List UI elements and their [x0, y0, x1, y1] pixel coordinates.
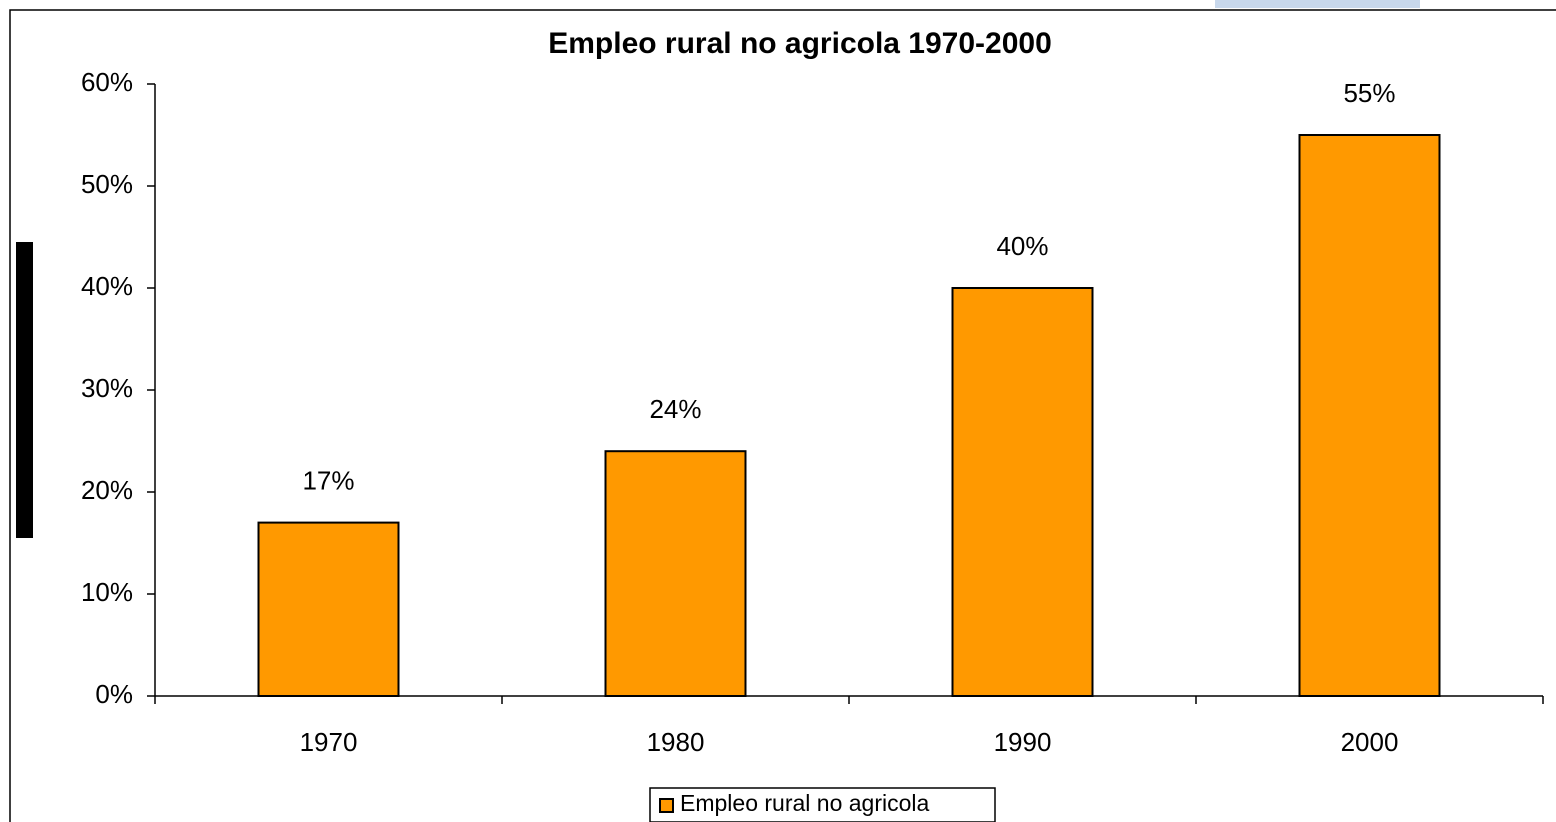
y-tick-label: 50% — [81, 169, 133, 199]
data-label: 17% — [302, 465, 354, 495]
x-tick-label: 1980 — [647, 727, 705, 757]
y-tick-label: 0% — [95, 679, 133, 709]
bar — [604, 450, 747, 698]
y-tick-label: 10% — [81, 577, 133, 607]
y-tick-label: 60% — [81, 67, 133, 97]
corner-graphic — [1215, 0, 1420, 8]
bar — [1298, 134, 1441, 697]
x-tick-label: 2000 — [1341, 727, 1399, 757]
y-tick-label: 40% — [81, 271, 133, 301]
data-label: 40% — [996, 231, 1048, 261]
legend-box — [649, 787, 996, 822]
bar — [257, 521, 400, 697]
y-tick-label: 30% — [81, 373, 133, 403]
data-label: 55% — [1343, 78, 1395, 108]
chart-frame — [9, 9, 1556, 822]
data-label: 24% — [649, 394, 701, 424]
y-tick-label: 20% — [81, 475, 133, 505]
legend-swatch — [659, 798, 674, 813]
legend-label: Empleo rural no agricola — [680, 790, 930, 816]
side-bar — [16, 242, 33, 538]
chart-title: Empleo rural no agricola 1970-2000 — [548, 27, 1052, 60]
x-tick-label: 1990 — [994, 727, 1052, 757]
bar — [951, 287, 1094, 697]
x-tick-label: 1970 — [300, 727, 358, 757]
